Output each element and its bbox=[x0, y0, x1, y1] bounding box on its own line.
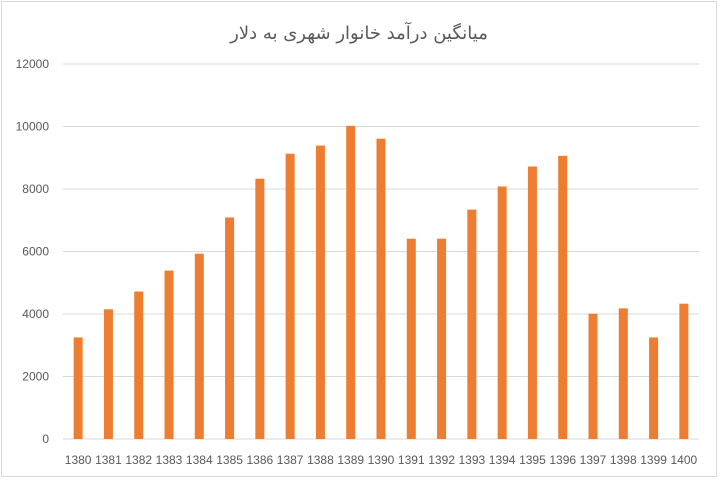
bar-1394 bbox=[497, 186, 507, 439]
y-tick-label: 10000 bbox=[16, 120, 50, 134]
x-tick-label: 1380 bbox=[65, 453, 92, 467]
x-tick-label: 1394 bbox=[489, 453, 516, 467]
x-tick-label: 1383 bbox=[156, 453, 183, 467]
x-tick-label: 1396 bbox=[549, 453, 576, 467]
x-tick-label: 1395 bbox=[519, 453, 546, 467]
bar-1400 bbox=[679, 303, 689, 439]
bar-1380 bbox=[73, 337, 83, 439]
x-tick-label: 1399 bbox=[640, 453, 667, 467]
y-tick-label: 2000 bbox=[22, 370, 49, 384]
x-tick-label: 1390 bbox=[368, 453, 395, 467]
bar-1393 bbox=[467, 209, 477, 439]
bar-1391 bbox=[406, 238, 416, 439]
x-tick-label: 1389 bbox=[337, 453, 364, 467]
bar-1395 bbox=[527, 166, 537, 439]
bar-1398 bbox=[618, 308, 628, 439]
bar-1392 bbox=[437, 238, 447, 439]
y-tick-label: 0 bbox=[42, 432, 49, 446]
x-tick-label: 1397 bbox=[580, 453, 607, 467]
x-tick-label: 1384 bbox=[186, 453, 213, 467]
x-tick-label: 1381 bbox=[95, 453, 122, 467]
bars bbox=[73, 125, 689, 439]
bar-1390 bbox=[376, 138, 386, 439]
bar-1399 bbox=[649, 337, 659, 439]
bar-1388 bbox=[315, 145, 325, 439]
x-tick-label: 1386 bbox=[247, 453, 274, 467]
x-axis-ticks: 1380 1381 1382 1383 1384 1385 1386 1387 1388 1389… bbox=[65, 453, 698, 467]
bar-1396 bbox=[558, 155, 568, 439]
x-tick-label: 1398 bbox=[610, 453, 637, 467]
chart-title: میانگین درآمد خانوار شهری به دلار bbox=[229, 21, 488, 44]
x-tick-label: 1393 bbox=[459, 453, 486, 467]
x-tick-label: 1388 bbox=[307, 453, 334, 467]
x-tick-label: 1391 bbox=[398, 453, 425, 467]
x-tick-label: 1392 bbox=[428, 453, 455, 467]
bar-1386 bbox=[255, 178, 265, 439]
y-tick-label: 4000 bbox=[22, 307, 49, 321]
y-axis-ticks: 0 2000 4000 6000 8000 10000 12000 bbox=[16, 57, 50, 446]
bar-1389 bbox=[346, 125, 356, 439]
bar-1384 bbox=[194, 253, 204, 439]
bar-1397 bbox=[588, 313, 598, 439]
y-tick-label: 6000 bbox=[22, 245, 49, 259]
bar-1387 bbox=[285, 153, 295, 439]
y-tick-label: 8000 bbox=[22, 182, 49, 196]
x-tick-label: 1385 bbox=[216, 453, 243, 467]
x-tick-label: 1400 bbox=[671, 453, 698, 467]
bar-1383 bbox=[164, 270, 174, 439]
bar-1381 bbox=[103, 309, 113, 439]
x-tick-label: 1387 bbox=[277, 453, 304, 467]
y-tick-label: 12000 bbox=[16, 57, 50, 71]
bar-1385 bbox=[225, 217, 235, 439]
x-tick-label: 1382 bbox=[125, 453, 152, 467]
bar-1382 bbox=[134, 291, 144, 439]
